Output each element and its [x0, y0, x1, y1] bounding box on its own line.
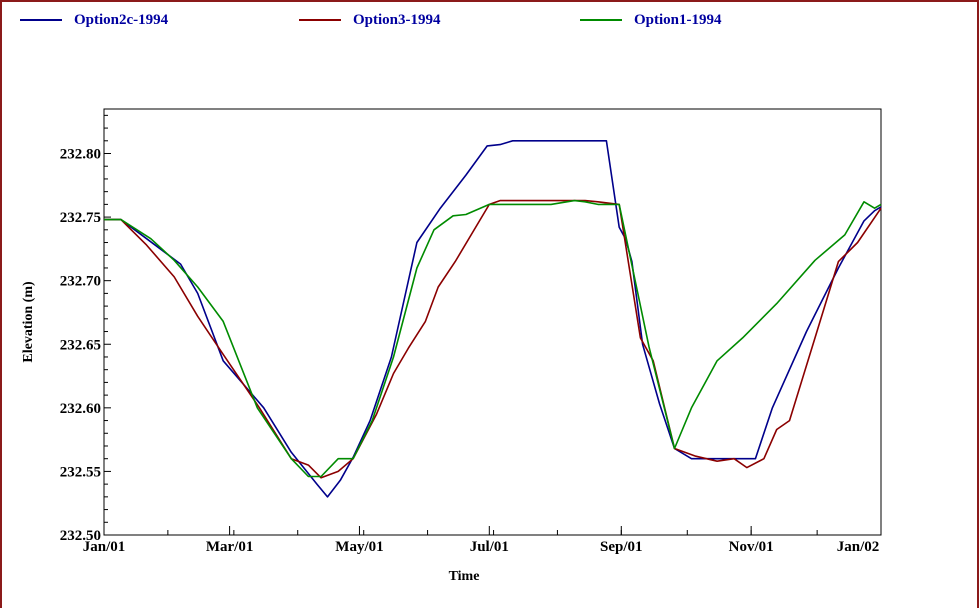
legend-swatch-option2c — [20, 19, 62, 21]
x-tick-label: Sep/01 — [600, 539, 643, 555]
x-tick-label: Jul/01 — [470, 539, 509, 555]
y-tick-label: 232.50 — [60, 528, 101, 544]
y-tick-label: 232.75 — [60, 210, 101, 226]
legend-item-option3: Option3-1994 — [299, 10, 441, 30]
x-axis: Jan/01 Mar/01 May/01 Jul/01 Sep/01 Nov/01 Jan/… — [83, 526, 882, 555]
legend-label-option2c: Option2c-1994 — [74, 11, 169, 28]
frame-left-border — [0, 0, 2, 608]
x-tick-label: May/01 — [335, 539, 383, 555]
x-tick-label: Nov/01 — [729, 539, 774, 555]
frame-right-border — [977, 0, 979, 608]
x-tick-label: Mar/01 — [206, 539, 253, 555]
y-tick-label: 232.55 — [60, 464, 101, 480]
chart-legend: Option2c-1994 Option3-1994 Option1-1994 — [0, 10, 979, 30]
series-line-2 — [104, 199, 882, 479]
legend-swatch-option1 — [580, 19, 622, 21]
x-tick-label: Jan/02 — [837, 539, 880, 555]
legend-label-option3: Option3-1994 — [353, 11, 441, 28]
legend-swatch-option3 — [299, 19, 341, 21]
series-group — [104, 140, 882, 498]
series-line-1 — [104, 140, 882, 498]
y-tick-label: 232.60 — [60, 401, 101, 417]
plot-area-border — [103, 108, 882, 536]
legend-item-option1: Option1-1994 — [580, 10, 722, 30]
x-axis-title: Time — [449, 569, 480, 584]
y-tick-label: 232.80 — [60, 147, 101, 163]
frame-top-border — [0, 0, 979, 2]
series-line-3 — [104, 199, 882, 478]
legend-item-option2c: Option2c-1994 — [20, 10, 168, 30]
x-tick-label: Jan/01 — [83, 539, 126, 555]
y-axis-title: Elevation (m) — [21, 281, 36, 363]
legend-label-option1: Option1-1994 — [634, 11, 722, 28]
y-tick-label: 232.65 — [60, 337, 101, 353]
y-tick-label: 232.70 — [60, 274, 101, 290]
y-axis: 232.50 232.55 232.60 232.65 232.70 232.75 232.… — [60, 114, 111, 544]
